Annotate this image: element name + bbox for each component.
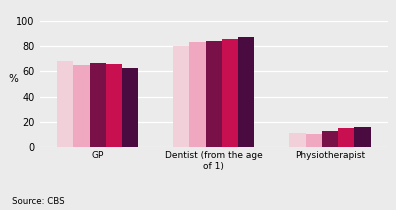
Bar <box>306 134 322 147</box>
Bar <box>173 46 189 147</box>
Bar <box>222 39 238 147</box>
Y-axis label: %: % <box>9 74 19 84</box>
Bar <box>89 63 106 147</box>
Bar <box>354 127 371 147</box>
Bar <box>122 68 138 147</box>
Bar <box>338 128 354 147</box>
Bar <box>73 65 89 147</box>
Bar <box>189 42 206 147</box>
Bar <box>322 131 338 147</box>
Text: Source: CBS: Source: CBS <box>12 197 65 206</box>
Bar <box>57 61 73 147</box>
Bar <box>289 133 306 147</box>
Bar <box>106 64 122 147</box>
Bar <box>238 37 255 147</box>
Bar <box>206 41 222 147</box>
